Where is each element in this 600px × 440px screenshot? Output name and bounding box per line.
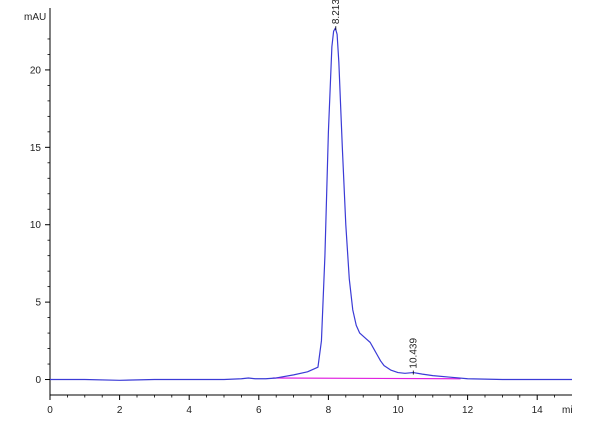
x-axis-unit-label: mi <box>562 405 573 416</box>
x-tick-label: 0 <box>47 405 53 416</box>
y-tick-label: 15 <box>30 143 42 154</box>
integration-baseline-layer <box>272 377 461 380</box>
y-tick-label: 5 <box>35 298 41 309</box>
x-tick-label: 12 <box>462 405 474 416</box>
x-tick-label: 8 <box>326 405 332 416</box>
peak-label: 8.213 <box>331 0 342 24</box>
x-tick-label: 2 <box>117 405 123 416</box>
x-tick-label: 10 <box>392 405 404 416</box>
trace-layer <box>50 27 572 381</box>
y-tick-label: 20 <box>30 65 42 76</box>
peak-label: 10.439 <box>408 338 419 369</box>
y-axis-unit-label: mAU <box>24 12 46 23</box>
y-tick-label: 10 <box>30 220 42 231</box>
x-tick-label: 14 <box>532 405 544 416</box>
y-tick-label: 0 <box>35 375 41 386</box>
x-tick-label: 4 <box>186 405 192 416</box>
peak-labels: 8.213 10.439 <box>331 0 419 375</box>
x-tick-label: 6 <box>256 405 262 416</box>
axes: 0 5 10 15 20 0 2 4 6 8 10 12 14 <box>30 8 572 416</box>
integration-baseline <box>272 377 461 380</box>
chromatogram-trace <box>50 27 572 381</box>
